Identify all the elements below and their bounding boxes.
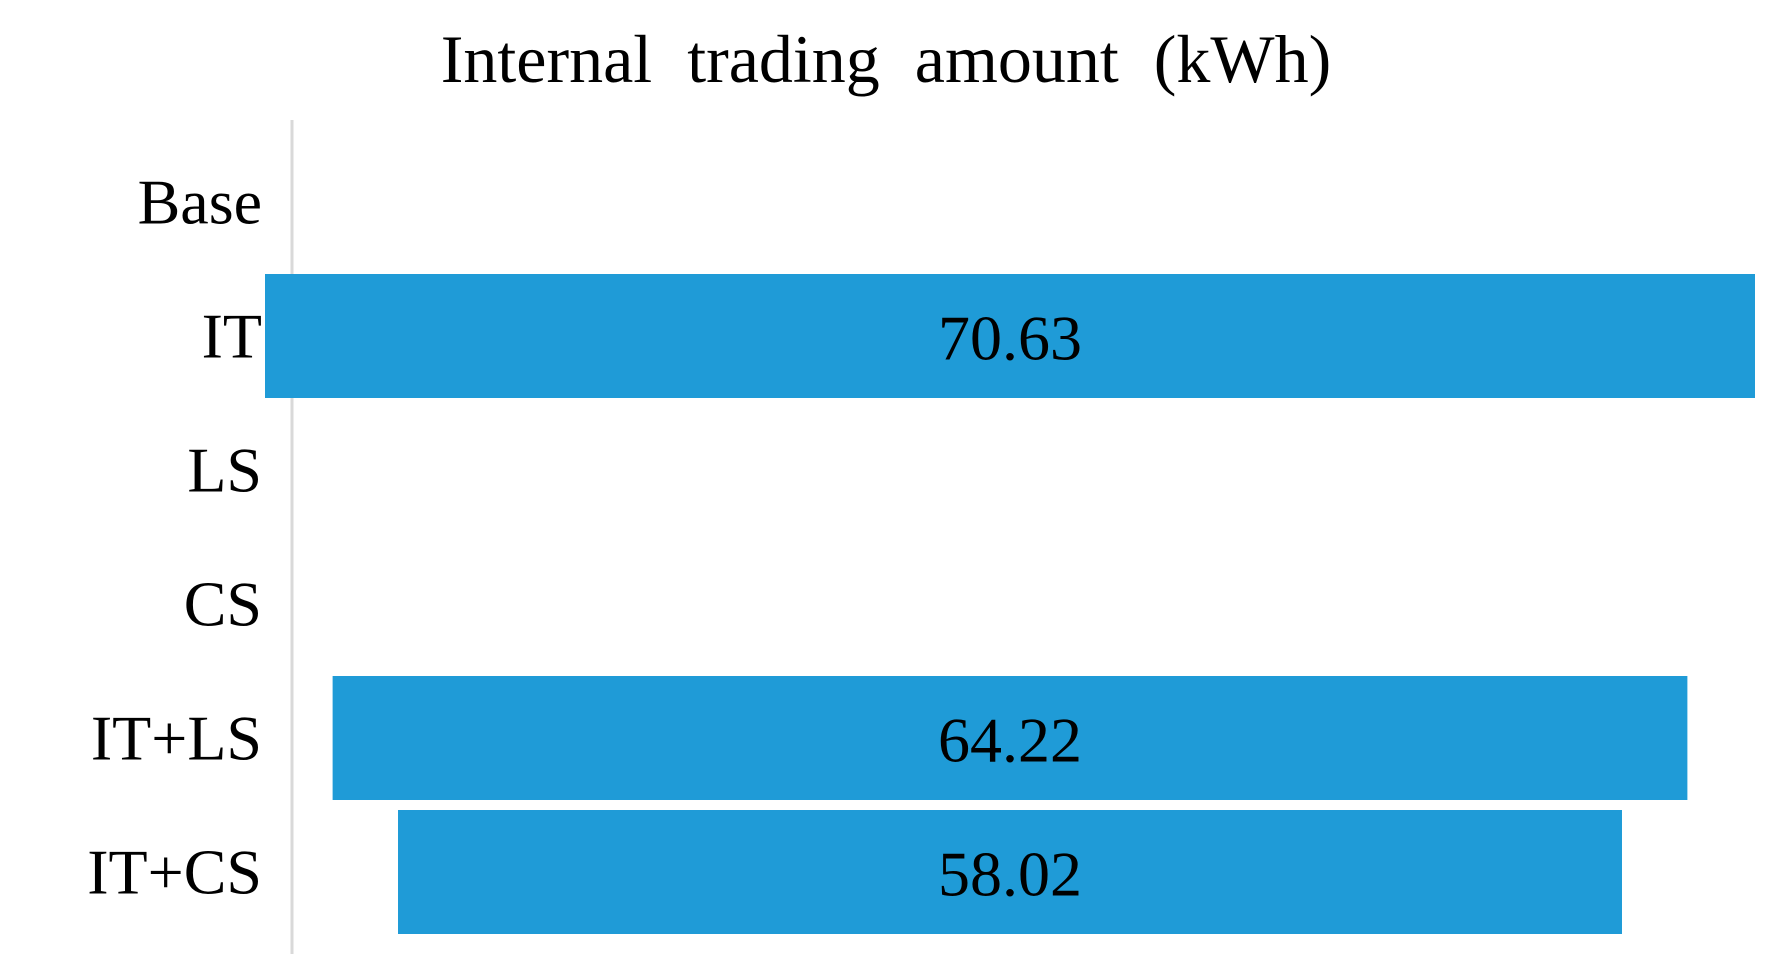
labels-layer: Base IT 70.63 LS CS IT+LS 64.22 IT+CS 58.02 — [87, 167, 1082, 910]
chart-title: Internal trading amount (kWh) — [441, 21, 1332, 97]
category-label-it-plus-ls: IT+LS — [91, 703, 262, 774]
category-label-base: Base — [138, 167, 262, 238]
bars-layer — [265, 274, 1755, 934]
category-label-cs: CS — [184, 569, 262, 640]
category-label-it-plus-cs: IT+CS — [87, 837, 262, 908]
bar-it — [265, 274, 1755, 398]
bar-value-label-it: 70.63 — [938, 303, 1082, 374]
category-label-it: IT — [202, 301, 262, 372]
bar-value-label-it-plus-ls: 64.22 — [938, 705, 1082, 776]
bar-it-plus-cs — [398, 810, 1622, 934]
bar-value-label-it-plus-cs: 58.02 — [938, 839, 1082, 910]
bar-it-plus-ls — [332, 676, 1688, 800]
category-label-ls: LS — [187, 435, 262, 506]
